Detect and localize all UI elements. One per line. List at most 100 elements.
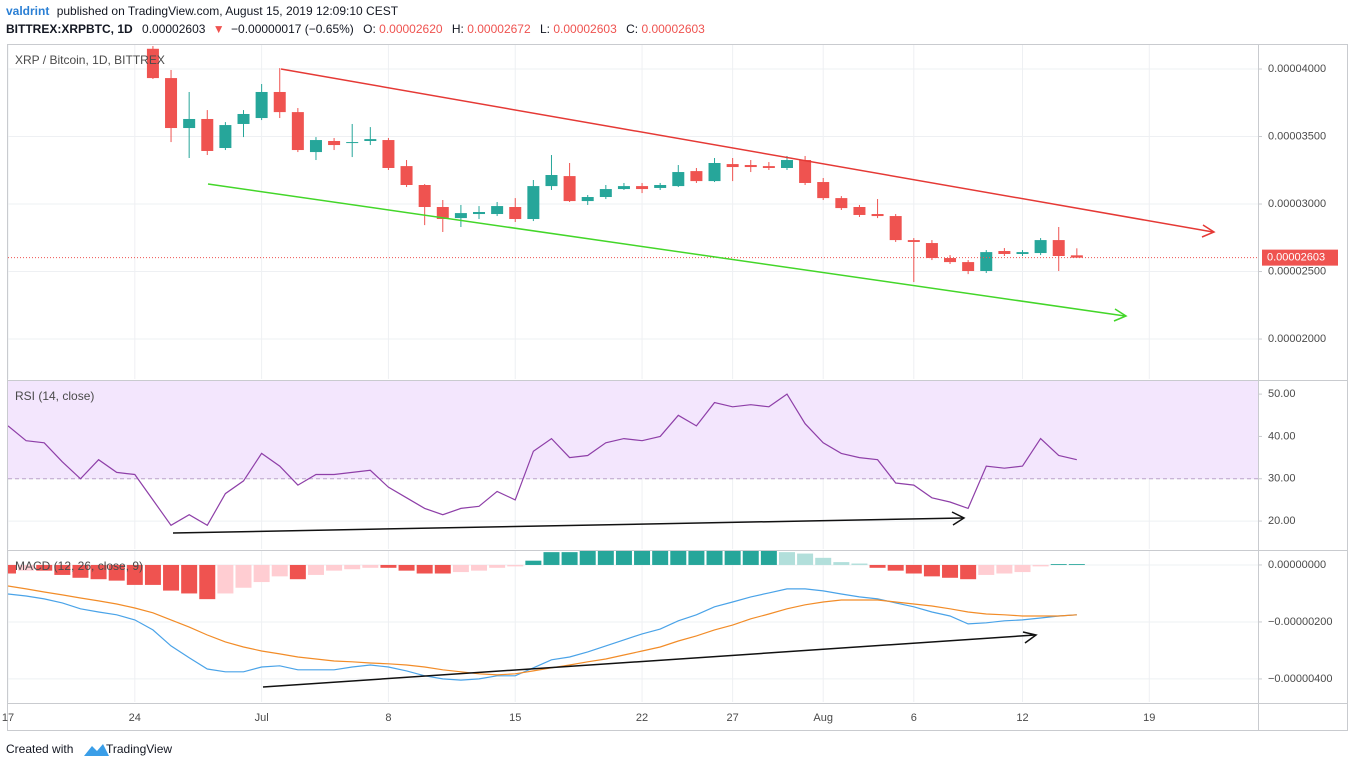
histogram-bar — [778, 552, 795, 565]
candle-body — [599, 189, 612, 198]
histogram-bar — [742, 551, 759, 565]
histogram-bar — [8, 564, 16, 574]
histogram-bar — [851, 563, 868, 565]
author: valdrint — [6, 4, 49, 18]
histogram-bar — [489, 564, 506, 568]
candle-body — [291, 112, 304, 151]
histogram-bar — [579, 551, 596, 565]
candle-body — [364, 139, 377, 141]
histogram-bar — [18, 564, 35, 571]
y-tick-label: 0.00003000 — [1268, 198, 1326, 210]
pane-title: RSI (14, close) — [15, 389, 94, 403]
histogram-bar — [1014, 564, 1031, 573]
footer-brand: TradingView — [106, 742, 172, 756]
histogram-bar — [543, 552, 560, 565]
candle-body — [273, 91, 286, 113]
x-tick-label: Aug — [813, 712, 833, 724]
histogram-bar — [1050, 564, 1067, 565]
candle-body — [1016, 252, 1029, 254]
signal-line — [8, 585, 1077, 676]
candle-body — [690, 171, 703, 182]
candle-body — [925, 243, 938, 259]
candle-body — [998, 251, 1011, 254]
candle-body — [165, 78, 178, 129]
histogram-bar — [72, 564, 89, 578]
histogram-bar — [362, 564, 379, 568]
histogram-bar — [507, 564, 524, 567]
candle-body — [581, 197, 594, 202]
price-pane — [8, 46, 1258, 283]
histogram-bar — [960, 564, 977, 580]
footer-created: Created with — [6, 742, 73, 756]
axes: 17 24 Jul 8 15 22 27 Aug 6 12 19 0.00004000 0.000035… — [2, 44, 1348, 731]
histogram-bar — [90, 564, 107, 580]
candle-body — [799, 160, 812, 183]
rsi-pane — [8, 381, 1258, 527]
close-label: C: — [626, 22, 638, 36]
arrow-head — [1113, 308, 1128, 322]
candle-body — [255, 91, 268, 119]
x-tick-label: 27 — [727, 712, 739, 724]
histogram-bar — [434, 564, 451, 574]
histogram-bar — [380, 564, 397, 568]
frame — [7, 44, 1348, 731]
x-tick-label: 8 — [385, 712, 391, 724]
x-tick-label: 22 — [636, 712, 648, 724]
histogram-bar — [54, 564, 71, 575]
histogram-bar — [923, 564, 940, 577]
histogram-bar — [760, 551, 777, 565]
symbol: BITTREX:XRPBTC, 1D — [6, 22, 133, 36]
arrow-head — [951, 511, 966, 526]
histogram-bar — [905, 564, 922, 574]
candle-body — [309, 140, 322, 153]
candle-body — [436, 207, 449, 220]
histogram-bar — [181, 564, 198, 594]
change: −0.00000017 (−0.65%) — [231, 22, 354, 36]
candle-body — [346, 142, 359, 144]
histogram-bar — [199, 564, 216, 600]
y-tick-label: 0.00002500 — [1268, 265, 1326, 277]
x-tick-label: 17 — [2, 712, 14, 724]
candle-body — [509, 207, 522, 220]
candle-body — [980, 252, 993, 271]
last-price-label: 0.00002603 — [1267, 252, 1325, 264]
histogram-bar — [670, 551, 687, 565]
pane-title: MACD (12, 26, close, 9) — [15, 559, 143, 573]
open-label: O: — [363, 22, 376, 36]
x-tick-label: 19 — [1143, 712, 1155, 724]
y-tick-label: −0.00000400 — [1268, 673, 1333, 685]
rsi-line — [8, 393, 1077, 527]
candle-body — [944, 258, 957, 263]
candle-body — [563, 176, 576, 202]
y-tick-label: 0.00002000 — [1268, 333, 1326, 345]
y-tick-label: 50.00 — [1268, 388, 1296, 400]
histogram-bar — [144, 564, 161, 585]
x-tick-label: 6 — [911, 712, 917, 724]
candle-body — [237, 113, 250, 124]
candle-body — [744, 165, 757, 168]
candle-body — [219, 125, 232, 149]
histogram-bar — [525, 560, 542, 565]
support-line — [207, 183, 1126, 317]
candle-body — [1052, 240, 1065, 257]
y-tick-label: 30.00 — [1268, 473, 1296, 485]
last-price-box — [1262, 249, 1338, 266]
drawings — [172, 68, 1216, 688]
histogram-bar — [978, 564, 995, 575]
grid — [7, 45, 1258, 702]
candle-body — [491, 206, 504, 215]
candle-body — [1070, 255, 1083, 258]
rsi-band — [8, 381, 1258, 479]
candle-body — [726, 164, 739, 168]
close: 0.00002603 — [641, 22, 705, 36]
histogram-bar — [398, 564, 415, 571]
candle-body — [617, 186, 630, 190]
histogram-bar — [652, 551, 669, 565]
histogram-bar — [942, 564, 959, 578]
histogram-bar — [706, 551, 723, 565]
x-tick-label: 15 — [509, 712, 521, 724]
histogram-bar — [815, 557, 832, 565]
candle-body — [382, 140, 395, 168]
x-tick-label: 24 — [129, 712, 141, 724]
histogram-bar — [1032, 564, 1049, 567]
